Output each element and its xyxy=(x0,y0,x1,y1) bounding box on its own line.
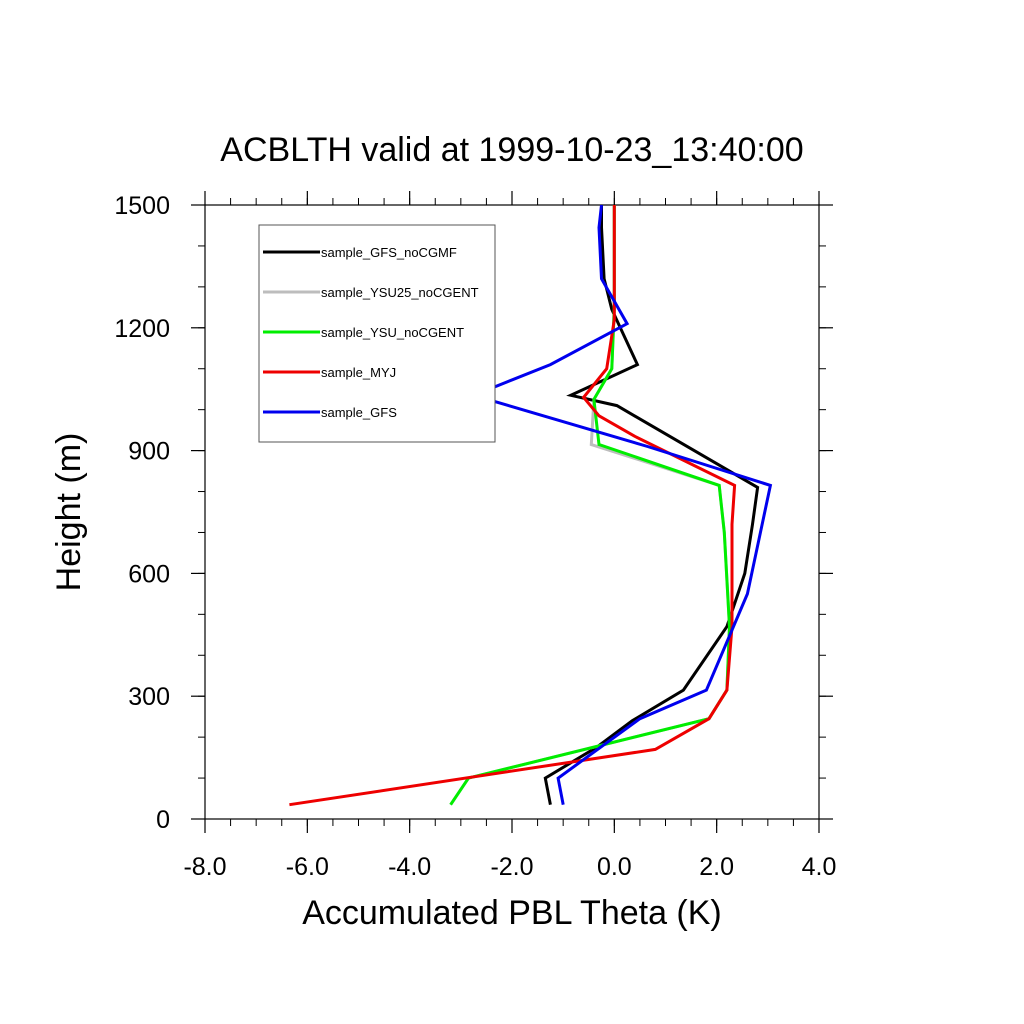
x-tick-label: 2.0 xyxy=(699,853,734,881)
chart-title: ACBLTH valid at 1999-10-23_13:40:00 xyxy=(220,131,803,169)
legend-label: sample_YSU25_noCGENT xyxy=(321,285,479,300)
y-tick-label: 300 xyxy=(128,683,170,711)
y-tick-label: 0 xyxy=(156,806,170,834)
y-tick-label: 900 xyxy=(128,438,170,466)
x-tick-label: 0.0 xyxy=(597,853,632,881)
x-axis-label: Accumulated PBL Theta (K) xyxy=(302,894,722,932)
y-tick-label: 1500 xyxy=(114,192,170,220)
x-tick-label: -2.0 xyxy=(490,853,533,881)
plot-area: -8.0 -6.0 -4.0 -2.0 0.0 2.0 4.0 0 300 600 900 1200 1… xyxy=(114,191,836,881)
legend-label: sample_GFS_noCGMF xyxy=(321,245,457,260)
legend-label: sample_YSU_noCGENT xyxy=(321,325,464,340)
x-tick-label: 4.0 xyxy=(802,853,837,881)
x-tick-label: -8.0 xyxy=(183,853,226,881)
legend: sample_GFS_noCGMF sample_YSU25_noCGENTsam… xyxy=(258,224,496,443)
legend-label: sample_GFS xyxy=(321,405,397,420)
y-axis-label: Height (m) xyxy=(50,433,88,592)
legend-label: sample_MYJ xyxy=(321,365,396,380)
series-line-sample_MYJ xyxy=(289,205,737,807)
x-tick-label: -4.0 xyxy=(388,853,431,881)
y-tick-label: 1200 xyxy=(114,315,170,343)
series-line-sample_GFS xyxy=(469,204,773,805)
y-tick-label: 600 xyxy=(128,560,170,588)
x-tick-label: -6.0 xyxy=(286,853,329,881)
series-line-sample_YSU_noCGENT xyxy=(449,205,732,806)
series-line-sample_GFS_noCGMF xyxy=(543,205,760,805)
